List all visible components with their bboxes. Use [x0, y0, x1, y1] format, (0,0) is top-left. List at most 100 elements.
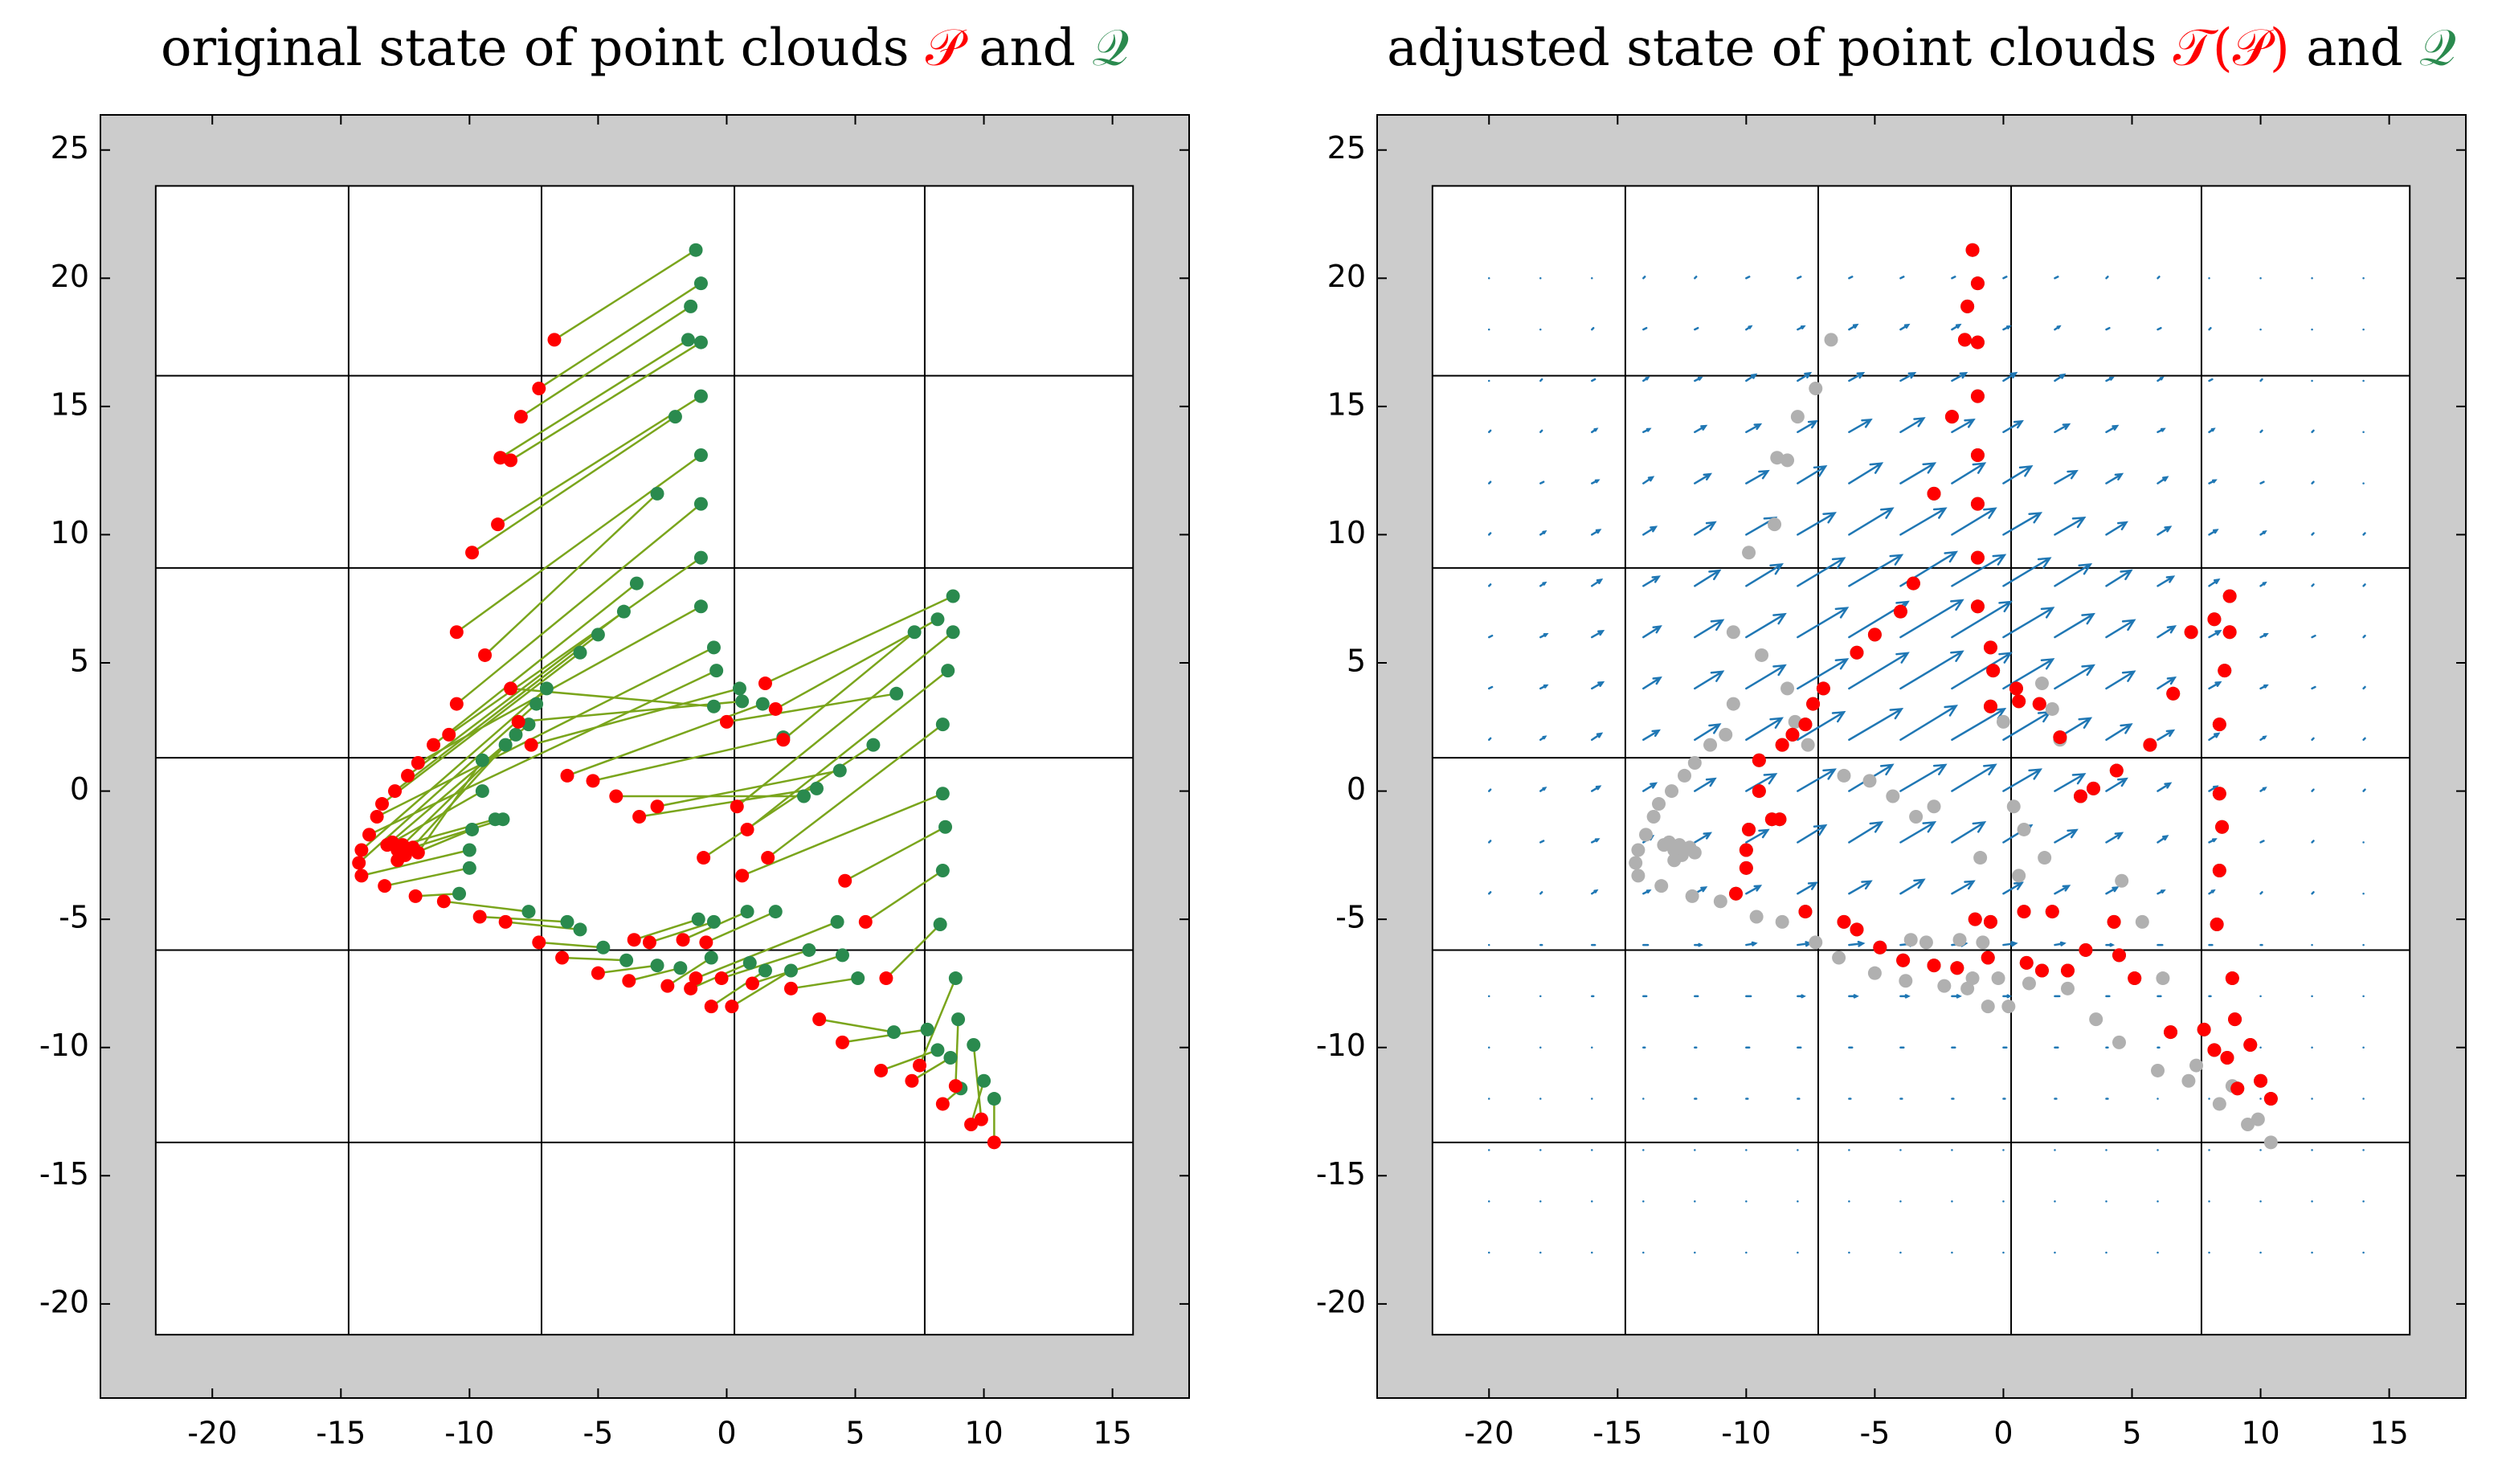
correspondence-link — [358, 703, 538, 864]
vector-arrow — [1848, 276, 1854, 280]
vector-arrow — [1951, 462, 1987, 484]
vector-arrow — [1539, 840, 1545, 844]
vector-arrow — [2157, 889, 2166, 895]
correspondence-link — [726, 693, 897, 723]
point — [735, 869, 750, 883]
point — [1973, 851, 1988, 865]
point — [650, 959, 664, 973]
point — [2263, 1135, 2278, 1150]
correspondence-link — [639, 787, 817, 818]
correspondence-link — [361, 848, 470, 877]
point — [2107, 914, 2121, 929]
vector-arrow — [2157, 427, 2166, 434]
point — [511, 714, 525, 729]
point — [977, 1073, 991, 1088]
vector-arrow — [1899, 994, 1911, 999]
vector-arrow — [1745, 717, 1784, 742]
point — [2073, 789, 2087, 803]
title-part: and — [963, 18, 1092, 78]
point — [1726, 697, 1740, 711]
point — [941, 664, 955, 678]
point — [1906, 576, 1920, 591]
x-tick-label: -20 — [1464, 1416, 1514, 1451]
point — [2212, 717, 2226, 732]
point — [462, 843, 476, 857]
point — [2045, 701, 2059, 716]
point — [1816, 681, 1830, 696]
point — [935, 1097, 950, 1111]
vector-arrow — [2054, 885, 2071, 895]
correspondence-link — [562, 956, 627, 962]
point — [905, 1073, 919, 1088]
point — [385, 835, 399, 849]
point — [1785, 727, 1800, 742]
correspondence-link — [865, 869, 944, 923]
point — [2197, 1022, 2211, 1036]
point — [1742, 822, 1756, 836]
point — [740, 822, 754, 836]
vector-arrow — [2157, 525, 2173, 536]
vector-arrow — [1694, 670, 1725, 690]
vector-arrow — [2362, 737, 2366, 742]
vector-arrow — [1539, 429, 1543, 434]
x-tick-label: -15 — [316, 1416, 366, 1451]
point — [2112, 1035, 2126, 1049]
vector-arrow — [1745, 828, 1770, 844]
chart-panel: original state of point clouds 𝒫 and 𝒬 -2… — [39, 18, 1190, 1451]
vector-arrow — [2157, 835, 2169, 844]
point — [1775, 914, 1789, 929]
vector-arrow — [1848, 821, 1884, 844]
vector-arrow — [1694, 472, 1712, 484]
vector-arrow — [2105, 276, 2109, 280]
vector-arrow — [1488, 685, 1494, 690]
point — [1996, 714, 2010, 729]
point — [693, 389, 708, 403]
vector-arrow — [2259, 632, 2269, 639]
chart-panel: adjusted state of point clouds 𝒯(𝒫) and … — [1316, 18, 2467, 1451]
point — [699, 935, 713, 950]
point — [768, 701, 783, 716]
vector-arrow — [2054, 325, 2062, 331]
point — [802, 942, 816, 957]
y-tick-label: -20 — [1316, 1284, 1366, 1319]
vector-arrow — [1642, 575, 1661, 587]
y-tick-label: 20 — [51, 259, 89, 294]
point — [1981, 1000, 1995, 1014]
point — [452, 886, 467, 901]
vector-arrow — [1591, 838, 1601, 844]
point — [1873, 940, 1887, 955]
point — [709, 664, 724, 678]
vector-arrow — [2054, 941, 2067, 946]
point — [532, 935, 546, 950]
vector-arrow — [2054, 423, 2071, 434]
point — [2212, 787, 2226, 801]
vector-arrow — [1951, 708, 2007, 742]
vector-arrow — [1488, 788, 1492, 792]
point — [2112, 948, 2126, 963]
point — [1970, 276, 1985, 291]
correspondence-link — [538, 282, 702, 390]
point — [532, 382, 546, 396]
vector-arrow — [2054, 276, 2059, 280]
vector-arrow — [1488, 634, 1494, 639]
correspondence-link — [448, 557, 702, 736]
vector-arrow — [2105, 472, 2124, 484]
correspondence-link — [705, 910, 776, 944]
vector-arrow — [2208, 427, 2216, 434]
vector-arrow — [1642, 276, 1646, 280]
point — [591, 966, 605, 980]
point — [478, 648, 493, 662]
vector-arrow — [1694, 942, 1703, 947]
point — [2222, 589, 2237, 603]
point — [1729, 886, 1744, 901]
vector-arrow — [1591, 479, 1601, 484]
y-tick-label: -20 — [39, 1284, 89, 1319]
correspondence-link — [767, 723, 944, 859]
point — [2222, 625, 2237, 640]
vector-arrow — [1591, 889, 1599, 895]
vector-arrow — [2002, 325, 2012, 331]
vector-arrow — [2157, 376, 2165, 382]
correspondence-link — [702, 744, 874, 859]
vector-arrow — [2157, 625, 2177, 639]
point — [2034, 677, 2049, 691]
